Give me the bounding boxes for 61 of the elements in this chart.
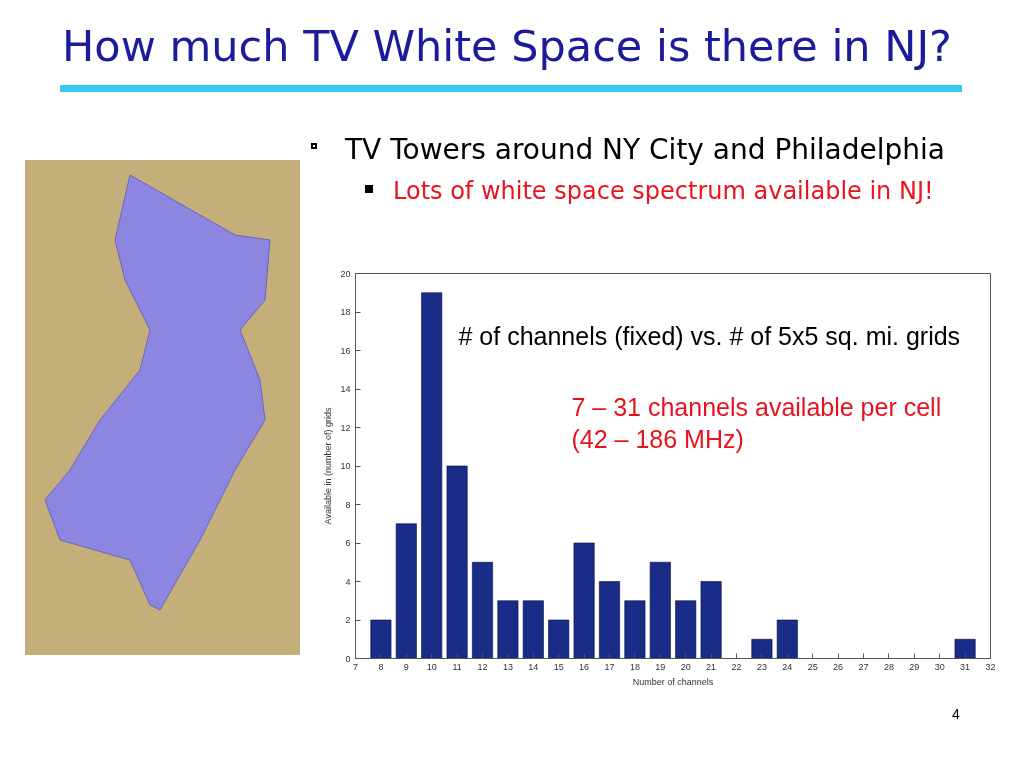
bar	[548, 619, 570, 659]
bar	[954, 638, 976, 659]
y-tick-label: 4	[345, 576, 351, 587]
x-tick-label: 24	[782, 661, 793, 672]
x-tick-label: 15	[553, 661, 564, 672]
x-tick-label: 8	[378, 661, 384, 672]
x-tick-label: 19	[655, 661, 666, 672]
x-tick-label: 11	[452, 661, 462, 672]
x-tick-label: 29	[909, 661, 920, 672]
chart-subtitle: TV Towers around NY City and Philadelphia Lots of white space spectrum available in NJ!	[345, 132, 946, 207]
x-tick-label: 17	[604, 661, 615, 672]
bar	[751, 638, 773, 659]
bar	[599, 581, 620, 659]
chart-title: How much TV White Space is there in NJ?	[62, 20, 952, 73]
y-tick-label: 10	[340, 461, 351, 471]
x-tick-label: 28	[883, 661, 894, 672]
x-tick-label: 32	[985, 661, 996, 672]
x-tick-label: 20	[680, 661, 691, 672]
y-tick-label: 18	[340, 307, 351, 317]
text: 4	[952, 705, 960, 724]
bar	[446, 465, 468, 659]
bar	[497, 600, 519, 659]
x-tick-label: 27	[858, 661, 869, 672]
bar	[700, 581, 722, 659]
x-axis-title: Number of channels	[632, 676, 714, 687]
y-tick-label: 8	[345, 499, 351, 510]
x-tick-label: 16	[579, 661, 590, 672]
x-tick-label: 14	[528, 661, 539, 672]
x-tick-label: 26	[833, 661, 844, 672]
bar	[395, 523, 417, 659]
x-tick-label: 21	[706, 661, 717, 672]
y-tick-label: 12	[340, 422, 351, 433]
annotation: 7 – 31 channels available per cell (42 – 186 MHz)	[571, 392, 942, 453]
x-tick-label: 13	[502, 661, 513, 672]
x-tick-label: 30	[934, 661, 945, 672]
y-tick-label: 6	[345, 538, 351, 548]
bar	[649, 561, 671, 659]
x-tick-label: 7	[353, 661, 359, 672]
y-tick-label: 0	[345, 653, 351, 664]
bar	[776, 619, 798, 659]
bar	[370, 619, 392, 659]
y-tick-label: 2	[345, 615, 351, 625]
bar	[675, 600, 697, 659]
x-tick-label: 12	[477, 661, 488, 672]
x-tick-label: 25	[807, 661, 818, 672]
x-tick-label: 10	[426, 661, 437, 672]
y-tick-label: 20	[340, 268, 351, 279]
bar	[624, 600, 646, 659]
x-tick-label: 23	[756, 661, 767, 672]
x-tick-label: 31	[960, 661, 971, 672]
x-tick-label: 18	[629, 661, 640, 672]
y-tick-label: 14	[340, 384, 351, 394]
bar	[472, 561, 493, 659]
y-axis-title: Available in (number of) grids	[323, 407, 334, 525]
x-tick-label: 22	[731, 661, 742, 672]
bar	[573, 542, 595, 659]
bar	[522, 600, 544, 659]
annotation: # of channels (fixed) vs. # of 5x5 sq. mi. grids	[458, 321, 961, 350]
y-tick-label: 16	[340, 345, 351, 356]
x-tick-label: 9	[403, 661, 409, 672]
bar	[421, 292, 443, 659]
